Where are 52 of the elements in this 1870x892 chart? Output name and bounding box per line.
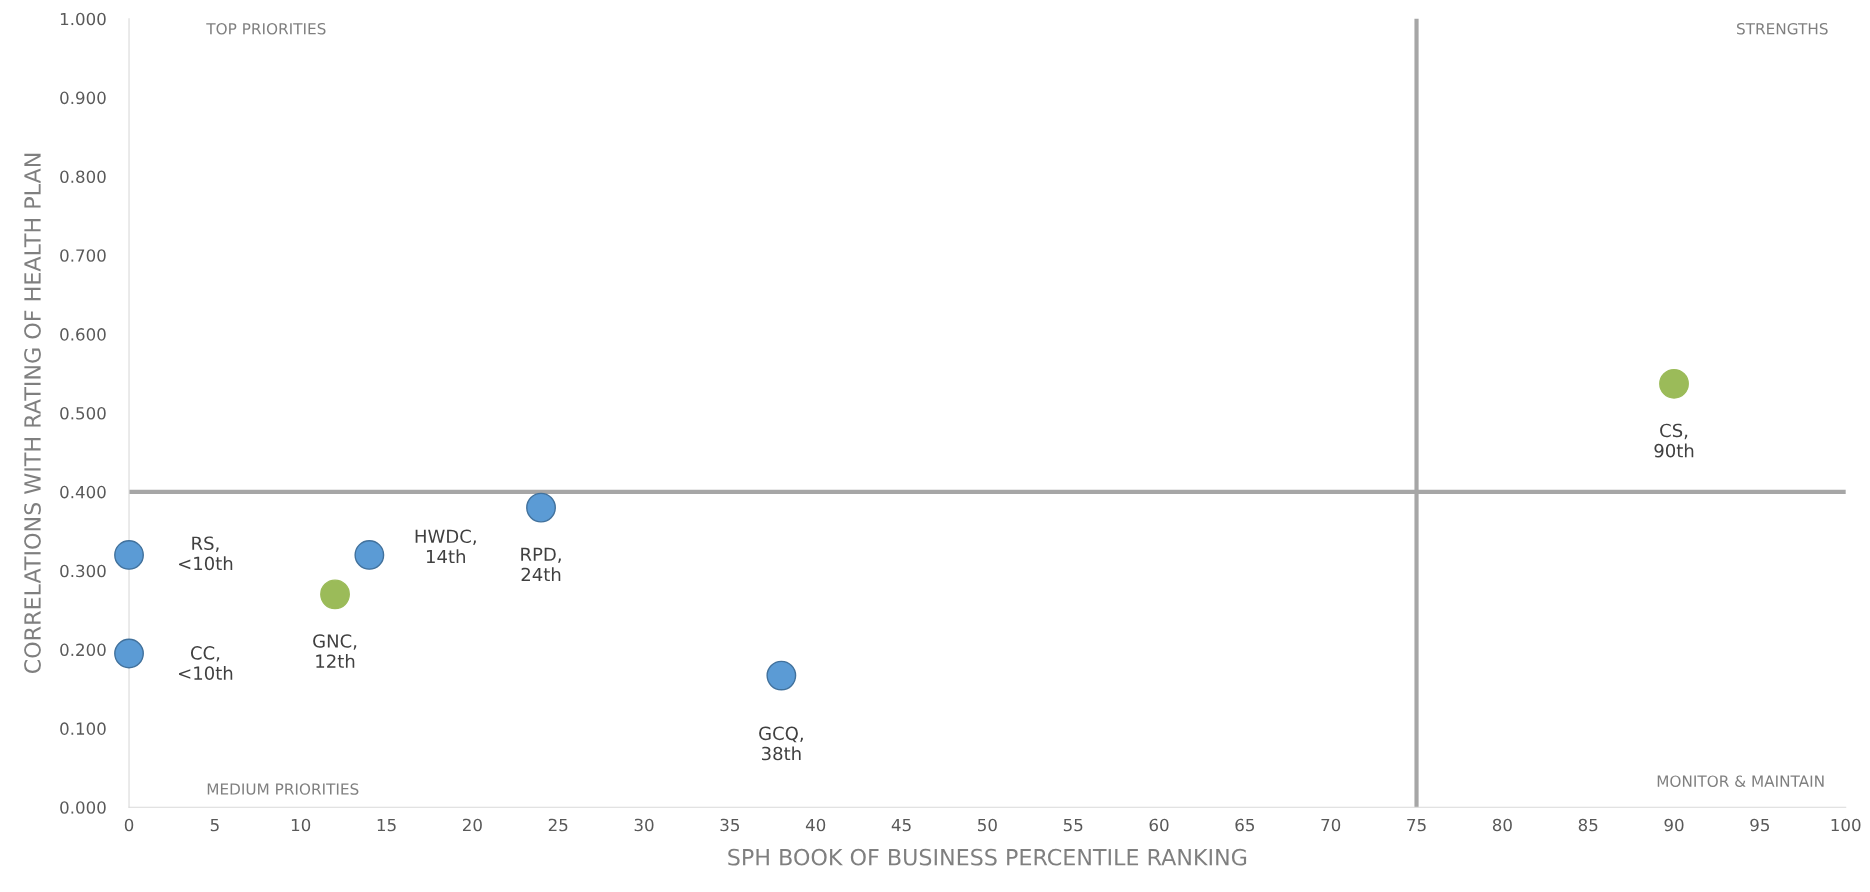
y-tick-label: 1.000 xyxy=(60,12,106,26)
x-tick-label: 50 xyxy=(978,818,997,832)
x-axis-title: SPH BOOK OF BUSINESS PERCENTILE RANKING xyxy=(728,848,1247,866)
annotation: RPD, 24th xyxy=(521,547,561,582)
x-tick-label: 95 xyxy=(1750,818,1770,832)
point xyxy=(320,579,350,610)
y-tick-label: 0.800 xyxy=(60,170,106,184)
annotation: CS, 90th xyxy=(1654,423,1694,458)
point xyxy=(354,540,385,570)
x-tick-label: 75 xyxy=(1407,818,1426,832)
y-tick-label: 0.600 xyxy=(60,328,106,341)
x-tick-label: 20 xyxy=(462,818,482,832)
y-tick-label: 0.700 xyxy=(60,249,106,262)
y-tick-label: 0.400 xyxy=(60,485,106,499)
x-tick-label: 35 xyxy=(720,818,740,832)
x-tick-label: 100 xyxy=(1831,818,1861,832)
y-tick-label: 0.300 xyxy=(60,564,106,578)
point xyxy=(526,492,556,523)
annotation: HWDC, 14th xyxy=(415,529,476,564)
annotation: MONITOR & MAINTAIN xyxy=(1657,775,1824,787)
y-axis-title: CORRELATIONS WITH RATING OF HEALTH PLAN xyxy=(24,153,41,674)
y-tick-label: 0.500 xyxy=(60,406,106,420)
x-tick-label: 60 xyxy=(1149,818,1169,832)
y-tick-label: 0.900 xyxy=(60,91,106,105)
annotation: STRENGTHS xyxy=(1737,22,1828,35)
x-tick-label: 45 xyxy=(891,818,911,832)
x-tick-label: 90 xyxy=(1664,818,1684,832)
annotation: CC, <10th xyxy=(179,646,233,680)
x-tick-label: 0 xyxy=(124,818,134,832)
x-tick-label: 30 xyxy=(634,818,654,832)
x-tick-label: 5 xyxy=(210,818,219,832)
y-tick-label: 0.200 xyxy=(60,643,106,657)
y-tick-label: 0.100 xyxy=(60,722,106,735)
y-tick-label: 0.000 xyxy=(60,801,106,814)
x-tick-label: 40 xyxy=(805,818,826,832)
x-tick-label: 25 xyxy=(548,818,568,832)
x-tick-label: 10 xyxy=(291,818,311,832)
x-tick-label: 55 xyxy=(1063,818,1083,832)
x-tick-label: 85 xyxy=(1578,818,1598,832)
annotation: TOP PRIORITIES xyxy=(206,22,326,35)
point xyxy=(1659,368,1689,399)
annotation: GCQ, 38th xyxy=(759,726,803,761)
point xyxy=(766,660,797,691)
point xyxy=(114,540,144,570)
x-tick-label: 70 xyxy=(1321,818,1341,832)
x-tick-label: 80 xyxy=(1492,818,1512,832)
annotation: GNC, 12th xyxy=(313,634,357,668)
x-tick-label: 15 xyxy=(377,818,396,832)
x-tick-label: 65 xyxy=(1235,818,1255,832)
point xyxy=(114,638,144,669)
annotation: MEDIUM PRIORITIES xyxy=(207,783,359,795)
annotation: RS, <10th xyxy=(179,536,233,571)
